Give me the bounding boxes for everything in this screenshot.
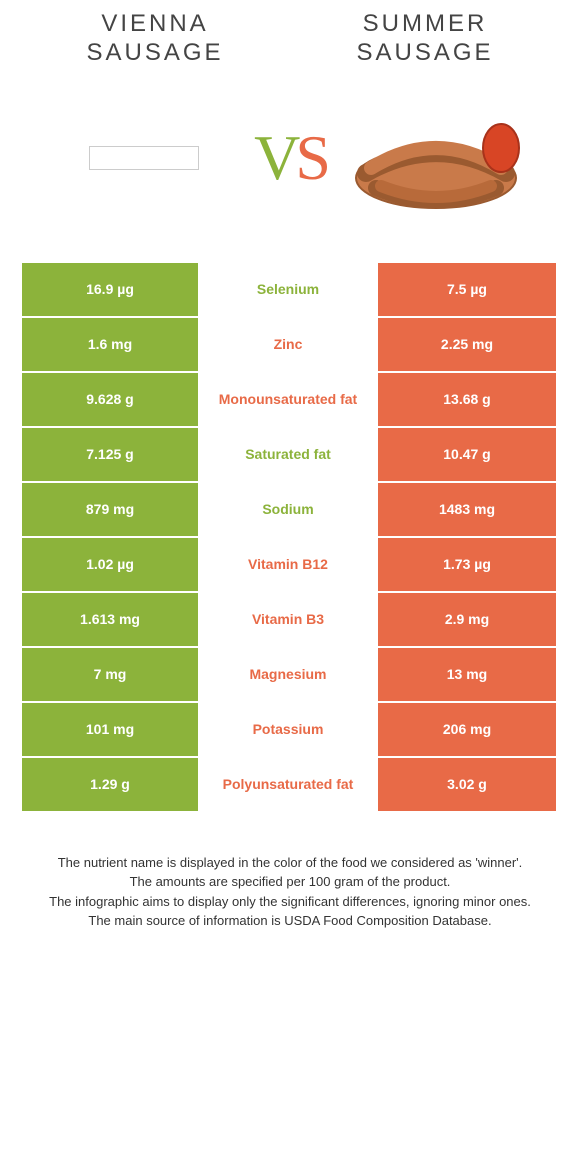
left-value: 1.6 mg — [22, 318, 200, 371]
right-value: 13 mg — [378, 648, 556, 701]
footer-notes: The nutrient name is displayed in the co… — [0, 813, 580, 951]
table-row: 1.613 mgVitamin B32.9 mg — [22, 593, 558, 648]
left-value: 16.9 µg — [22, 263, 200, 316]
nutrient-label: Sodium — [200, 483, 378, 536]
footer-line4: The main source of information is USDA F… — [30, 911, 550, 931]
table-row: 879 mgSodium1483 mg — [22, 483, 558, 538]
left-value: 9.628 g — [22, 373, 200, 426]
left-value: 1.02 µg — [22, 538, 200, 591]
table-row: 101 mgPotassium206 mg — [22, 703, 558, 758]
nutrient-table: 16.9 µgSelenium7.5 µg1.6 mgZinc2.25 mg9.… — [22, 263, 558, 813]
right-value: 1483 mg — [378, 483, 556, 536]
nutrient-label: Saturated fat — [200, 428, 378, 481]
table-row: 1.02 µgVitamin B121.73 µg — [22, 538, 558, 593]
nutrient-label: Monounsaturated fat — [200, 373, 378, 426]
left-value: 7 mg — [22, 648, 200, 701]
left-value: 1.29 g — [22, 758, 200, 811]
left-value: 7.125 g — [22, 428, 200, 481]
left-title-line2: SAUSAGE — [86, 39, 223, 66]
right-value: 1.73 µg — [378, 538, 556, 591]
left-value: 101 mg — [22, 703, 200, 756]
footer-line1: The nutrient name is displayed in the co… — [30, 853, 550, 873]
images-row: VS — [0, 73, 580, 263]
table-row: 1.6 mgZinc2.25 mg — [22, 318, 558, 373]
right-title-line1: SUMMER — [363, 10, 488, 37]
nutrient-label: Selenium — [200, 263, 378, 316]
right-title-line2: SAUSAGE — [356, 39, 493, 66]
vs-s: S — [295, 122, 326, 193]
header: VIENNA SAUSAGE SUMMER SAUSAGE — [0, 0, 580, 73]
right-food-title: SUMMER SAUSAGE — [315, 10, 535, 68]
nutrient-label: Magnesium — [200, 648, 378, 701]
right-value: 2.25 mg — [378, 318, 556, 371]
table-row: 16.9 µgSelenium7.5 µg — [22, 263, 558, 318]
vs-label: VS — [254, 121, 326, 195]
left-food-image — [54, 93, 234, 223]
nutrient-label: Zinc — [200, 318, 378, 371]
nutrient-label: Potassium — [200, 703, 378, 756]
right-value: 2.9 mg — [378, 593, 556, 646]
left-image-placeholder — [89, 146, 199, 170]
nutrient-label: Vitamin B3 — [200, 593, 378, 646]
footer-line3: The infographic aims to display only the… — [30, 892, 550, 912]
vs-v: V — [254, 122, 295, 193]
right-value: 10.47 g — [378, 428, 556, 481]
table-row: 7 mgMagnesium13 mg — [22, 648, 558, 703]
right-value: 7.5 µg — [378, 263, 556, 316]
nutrient-label: Polyunsaturated fat — [200, 758, 378, 811]
left-value: 879 mg — [22, 483, 200, 536]
table-row: 9.628 gMonounsaturated fat13.68 g — [22, 373, 558, 428]
footer-line2: The amounts are specified per 100 gram o… — [30, 872, 550, 892]
right-value: 206 mg — [378, 703, 556, 756]
table-row: 7.125 gSaturated fat10.47 g — [22, 428, 558, 483]
left-title-line1: VIENNA — [101, 10, 208, 37]
table-row: 1.29 gPolyunsaturated fat3.02 g — [22, 758, 558, 813]
right-value: 3.02 g — [378, 758, 556, 811]
nutrient-label: Vitamin B12 — [200, 538, 378, 591]
right-food-image — [346, 93, 526, 223]
left-value: 1.613 mg — [22, 593, 200, 646]
sausage-icon — [346, 93, 526, 223]
left-food-title: VIENNA SAUSAGE — [45, 10, 265, 68]
right-value: 13.68 g — [378, 373, 556, 426]
